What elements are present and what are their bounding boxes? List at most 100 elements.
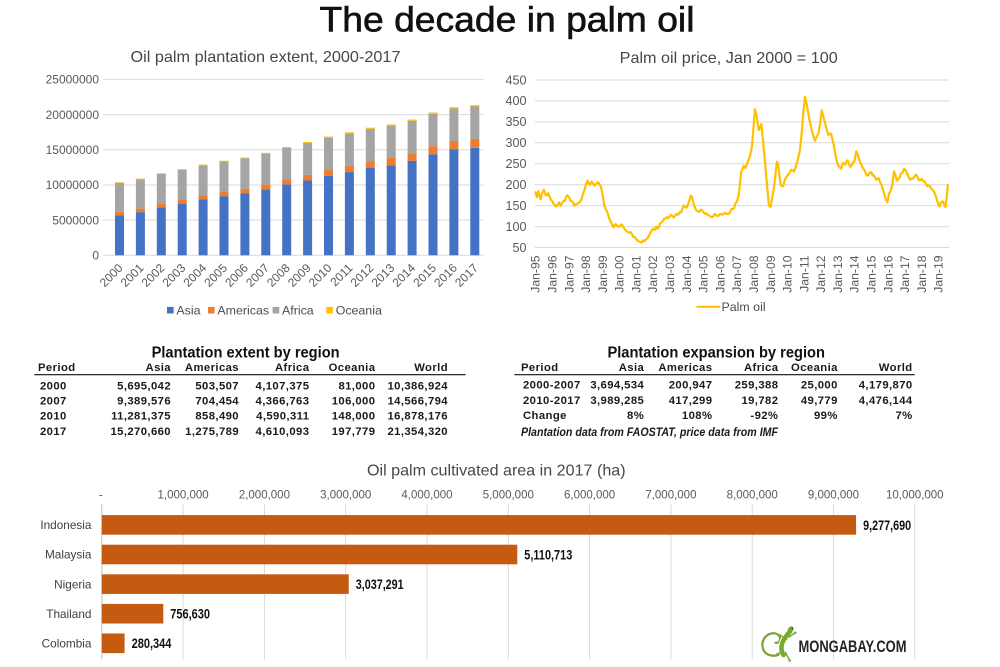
svg-text:MONGABAY.COM: MONGABAY.COM — [799, 638, 907, 656]
svg-text:Americas: Americas — [217, 303, 269, 317]
svg-text:4,107,375: 4,107,375 — [256, 380, 310, 392]
svg-text:2000-2007: 2000-2007 — [523, 379, 581, 391]
svg-text:Jan-05: Jan-05 — [697, 255, 711, 292]
svg-text:200: 200 — [505, 178, 526, 192]
svg-text:14,566,794: 14,566,794 — [387, 395, 448, 407]
svg-text:-: - — [99, 490, 103, 502]
svg-text:350: 350 — [505, 115, 526, 129]
svg-text:7,000,000: 7,000,000 — [645, 490, 696, 502]
svg-text:9,000,000: 9,000,000 — [808, 490, 859, 502]
svg-text:49,779: 49,779 — [801, 395, 838, 407]
svg-text:World: World — [414, 362, 448, 374]
svg-text:Jan-07: Jan-07 — [730, 255, 744, 292]
svg-text:Africa: Africa — [282, 303, 314, 317]
svg-text:4,000,000: 4,000,000 — [401, 490, 452, 502]
svg-text:5,695,042: 5,695,042 — [117, 380, 171, 392]
svg-text:25,000: 25,000 — [801, 379, 838, 391]
svg-text:21,354,320: 21,354,320 — [387, 426, 448, 438]
svg-text:-92%: -92% — [750, 410, 778, 422]
svg-text:259,388: 259,388 — [735, 379, 779, 391]
svg-text:Jan-04: Jan-04 — [680, 255, 694, 292]
svg-text:11,281,375: 11,281,375 — [111, 411, 171, 423]
svg-text:2010: 2010 — [40, 411, 67, 423]
svg-text:81,000: 81,000 — [338, 380, 375, 392]
svg-text:Malaysia: Malaysia — [45, 548, 92, 562]
svg-text:Jan-00: Jan-00 — [613, 255, 627, 292]
svg-text:Jan-18: Jan-18 — [915, 255, 929, 292]
svg-text:280,344: 280,344 — [132, 636, 172, 651]
svg-text:5000000: 5000000 — [52, 213, 99, 227]
svg-text:Nigeria: Nigeria — [54, 577, 92, 591]
svg-text:8,000,000: 8,000,000 — [727, 490, 778, 502]
svg-text:Jan-09: Jan-09 — [764, 255, 778, 292]
svg-text:Jan-15: Jan-15 — [865, 255, 879, 292]
svg-text:25000000: 25000000 — [46, 73, 100, 87]
svg-text:4,179,870: 4,179,870 — [859, 379, 913, 391]
svg-text:3,694,534: 3,694,534 — [590, 379, 644, 391]
svg-text:6,000,000: 6,000,000 — [564, 490, 615, 502]
svg-text:Jan-10: Jan-10 — [781, 255, 795, 292]
svg-text:Oceania: Oceania — [791, 362, 838, 374]
svg-text:0: 0 — [92, 249, 99, 263]
svg-text:Jan-14: Jan-14 — [848, 255, 862, 292]
svg-text:9,277,690: 9,277,690 — [863, 518, 911, 533]
svg-text:Plantation data from FAOSTAT,: Plantation data from FAOSTAT, price data… — [521, 427, 779, 439]
svg-text:2017: 2017 — [40, 426, 67, 438]
svg-text:Change: Change — [523, 410, 567, 422]
svg-text:1,000,000: 1,000,000 — [158, 490, 209, 502]
svg-text:Jan-08: Jan-08 — [747, 255, 761, 292]
svg-text:148,000: 148,000 — [332, 411, 376, 423]
svg-text:Oceania: Oceania — [329, 362, 376, 374]
svg-text:503,507: 503,507 — [195, 380, 239, 392]
svg-text:Thailand: Thailand — [46, 607, 91, 621]
svg-text:Asia: Asia — [619, 362, 645, 374]
svg-text:16,878,176: 16,878,176 — [387, 411, 448, 423]
svg-text:4,590,311: 4,590,311 — [256, 411, 309, 423]
svg-text:Period: Period — [38, 362, 76, 374]
svg-text:Americas: Americas — [185, 362, 239, 374]
svg-text:Jan-01: Jan-01 — [629, 255, 643, 292]
svg-text:108%: 108% — [682, 410, 713, 422]
svg-text:5,110,713: 5,110,713 — [524, 547, 572, 562]
svg-text:300: 300 — [505, 136, 526, 150]
svg-text:Jan-17: Jan-17 — [898, 255, 912, 292]
svg-text:Africa: Africa — [275, 362, 310, 374]
svg-text:Indonesia: Indonesia — [40, 518, 92, 532]
svg-text:704,454: 704,454 — [195, 395, 239, 407]
svg-text:Jan-13: Jan-13 — [831, 255, 845, 292]
svg-text:Asia: Asia — [176, 303, 200, 317]
svg-text:Jan-16: Jan-16 — [881, 255, 895, 292]
svg-text:Oil palm cultivated area in 20: Oil palm cultivated area in 2017 (ha) — [367, 463, 626, 480]
svg-text:19,782: 19,782 — [741, 395, 778, 407]
svg-text:Americas: Americas — [658, 362, 712, 374]
svg-text:World: World — [879, 362, 913, 374]
svg-text:The decade in palm oil: The decade in palm oil — [320, 1, 695, 40]
svg-text:100: 100 — [505, 220, 526, 234]
svg-text:5,000,000: 5,000,000 — [483, 490, 534, 502]
svg-text:Palm oil price, Jan 2000 = 100: Palm oil price, Jan 2000 = 100 — [620, 50, 838, 67]
svg-text:756,630: 756,630 — [170, 607, 210, 622]
svg-text:Jan-97: Jan-97 — [562, 255, 576, 292]
svg-text:9,389,576: 9,389,576 — [117, 395, 171, 407]
svg-text:1,275,789: 1,275,789 — [185, 426, 239, 438]
svg-text:Jan-11: Jan-11 — [797, 255, 811, 292]
svg-text:50: 50 — [512, 241, 526, 255]
svg-text:7%: 7% — [895, 410, 912, 422]
svg-text:4,476,144: 4,476,144 — [859, 395, 913, 407]
svg-text:Jan-02: Jan-02 — [646, 255, 660, 292]
svg-text:4,366,763: 4,366,763 — [256, 395, 310, 407]
svg-text:Jan-99: Jan-99 — [596, 255, 610, 292]
svg-text:2010-2017: 2010-2017 — [523, 395, 581, 407]
svg-text:Period: Period — [521, 362, 559, 374]
svg-text:10,000,000: 10,000,000 — [886, 490, 944, 502]
svg-text:106,000: 106,000 — [332, 395, 376, 407]
svg-text:3,037,291: 3,037,291 — [356, 577, 404, 592]
svg-text:Jan-96: Jan-96 — [546, 255, 560, 292]
svg-text:200,947: 200,947 — [669, 379, 713, 391]
svg-text:Palm oil: Palm oil — [722, 300, 766, 314]
svg-text:99%: 99% — [814, 410, 838, 422]
svg-text:8%: 8% — [627, 410, 644, 422]
svg-text:Jan-19: Jan-19 — [932, 255, 946, 292]
svg-text:Africa: Africa — [744, 362, 779, 374]
svg-text:2007: 2007 — [40, 395, 67, 407]
